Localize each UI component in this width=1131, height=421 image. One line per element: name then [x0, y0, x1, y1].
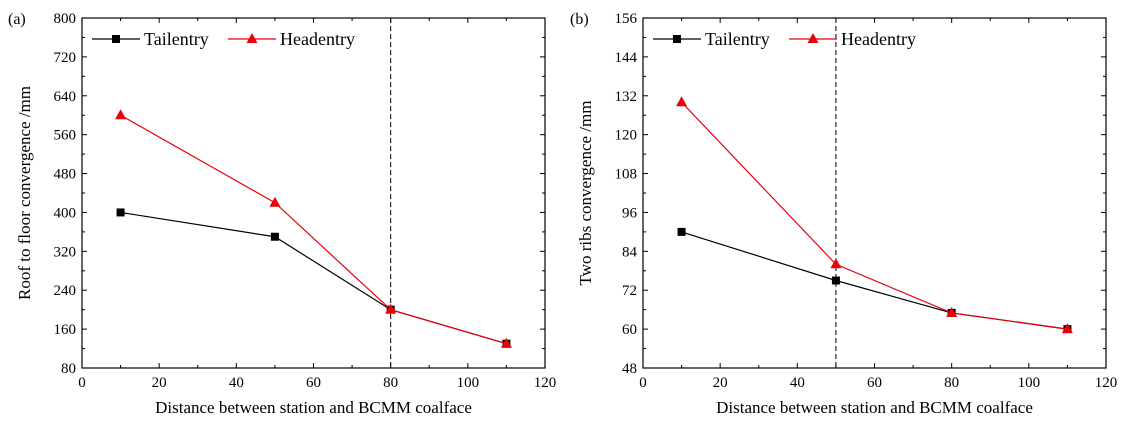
x-tick-label: 60	[867, 375, 882, 391]
data-point-tailentry	[270, 232, 279, 241]
y-tick-label: 640	[54, 89, 77, 105]
series-line-headentry	[681, 101, 1068, 330]
y-tick-label: 320	[54, 244, 77, 260]
y-tick-label: 80	[61, 361, 76, 377]
y-tick-label: 720	[54, 50, 77, 66]
y-tick-label: 96	[622, 205, 638, 221]
series-line-headentry	[120, 114, 507, 345]
series-line-tailentry	[120, 211, 507, 345]
x-tick-label: 60	[306, 375, 321, 391]
y-tick-label: 108	[615, 167, 638, 183]
y-tick-label: 132	[615, 89, 638, 105]
data-point-headentry	[946, 306, 958, 317]
x-tick-label: 20	[152, 375, 167, 391]
data-point-headentry	[500, 337, 512, 348]
x-tick-label: 100	[457, 375, 480, 391]
y-tick-label: 48	[622, 361, 637, 377]
panel-label: (a)	[8, 11, 26, 28]
y-axis-label: Roof to floor convergence /mm	[15, 86, 34, 300]
chart-panel-b: 0 20 40 60 80 100 120 48 60 72 84 96 108 120 132 144 156…	[570, 11, 1117, 417]
y-tick-label: 144	[615, 50, 638, 66]
data-point-headentry	[269, 196, 281, 207]
y-tick-label: 240	[54, 283, 77, 299]
y-tick-label: 72	[622, 283, 637, 299]
legend-label-headentry: Headentry	[841, 29, 916, 49]
y-tick-label: 400	[54, 205, 77, 221]
x-tick-label: 0	[78, 375, 86, 391]
x-axis-label: Distance between station and BCMM coalfa…	[716, 398, 1033, 417]
x-tick-label: 40	[790, 375, 805, 391]
legend-label-tailentry: Tailentry	[144, 29, 209, 49]
y-tick-label: 800	[54, 11, 77, 27]
legend-marker-tailentry	[112, 35, 120, 43]
panel-label: (b)	[570, 11, 589, 28]
legend-marker-headentry	[246, 33, 258, 43]
x-axis-label: Distance between station and BCMM coalfa…	[155, 398, 472, 417]
x-tick-label: 80	[944, 375, 959, 391]
y-tick-label: 560	[54, 128, 77, 144]
x-tick-label: 40	[229, 375, 244, 391]
data-point-tailentry	[116, 208, 125, 217]
y-tick-label: 160	[54, 322, 77, 338]
x-tick-label: 0	[639, 375, 647, 391]
y-tick-label: 156	[615, 11, 638, 27]
y-tick-label: 84	[622, 244, 638, 260]
data-point-headentry	[830, 258, 842, 269]
chart-panel-a: 0 20 40 60 80 100 120 80 160 240 320 400 480 560 640 72…	[8, 11, 556, 417]
x-tick-label: 120	[1095, 375, 1118, 391]
x-tick-label: 80	[383, 375, 398, 391]
data-point-tailentry	[831, 276, 840, 285]
x-tick-label: 20	[713, 375, 728, 391]
legend-marker-tailentry	[673, 35, 681, 43]
x-tick-label: 120	[534, 375, 557, 391]
data-point-headentry	[676, 96, 688, 107]
data-point-headentry	[1061, 323, 1073, 334]
legend-marker-headentry	[807, 33, 819, 43]
plot-frame	[81, 17, 546, 369]
plot-frame	[642, 17, 1107, 369]
data-point-headentry	[385, 303, 397, 314]
y-axis-label: Two ribs convergence /mm	[576, 101, 595, 286]
legend-label-headentry: Headentry	[280, 29, 355, 49]
x-tick-label: 100	[1018, 375, 1041, 391]
legend-label-tailentry: Tailentry	[705, 29, 770, 49]
data-point-tailentry	[677, 227, 686, 236]
data-point-headentry	[115, 109, 127, 120]
y-tick-label: 480	[54, 167, 77, 183]
y-tick-label: 120	[615, 128, 638, 144]
y-tick-label: 60	[622, 322, 637, 338]
